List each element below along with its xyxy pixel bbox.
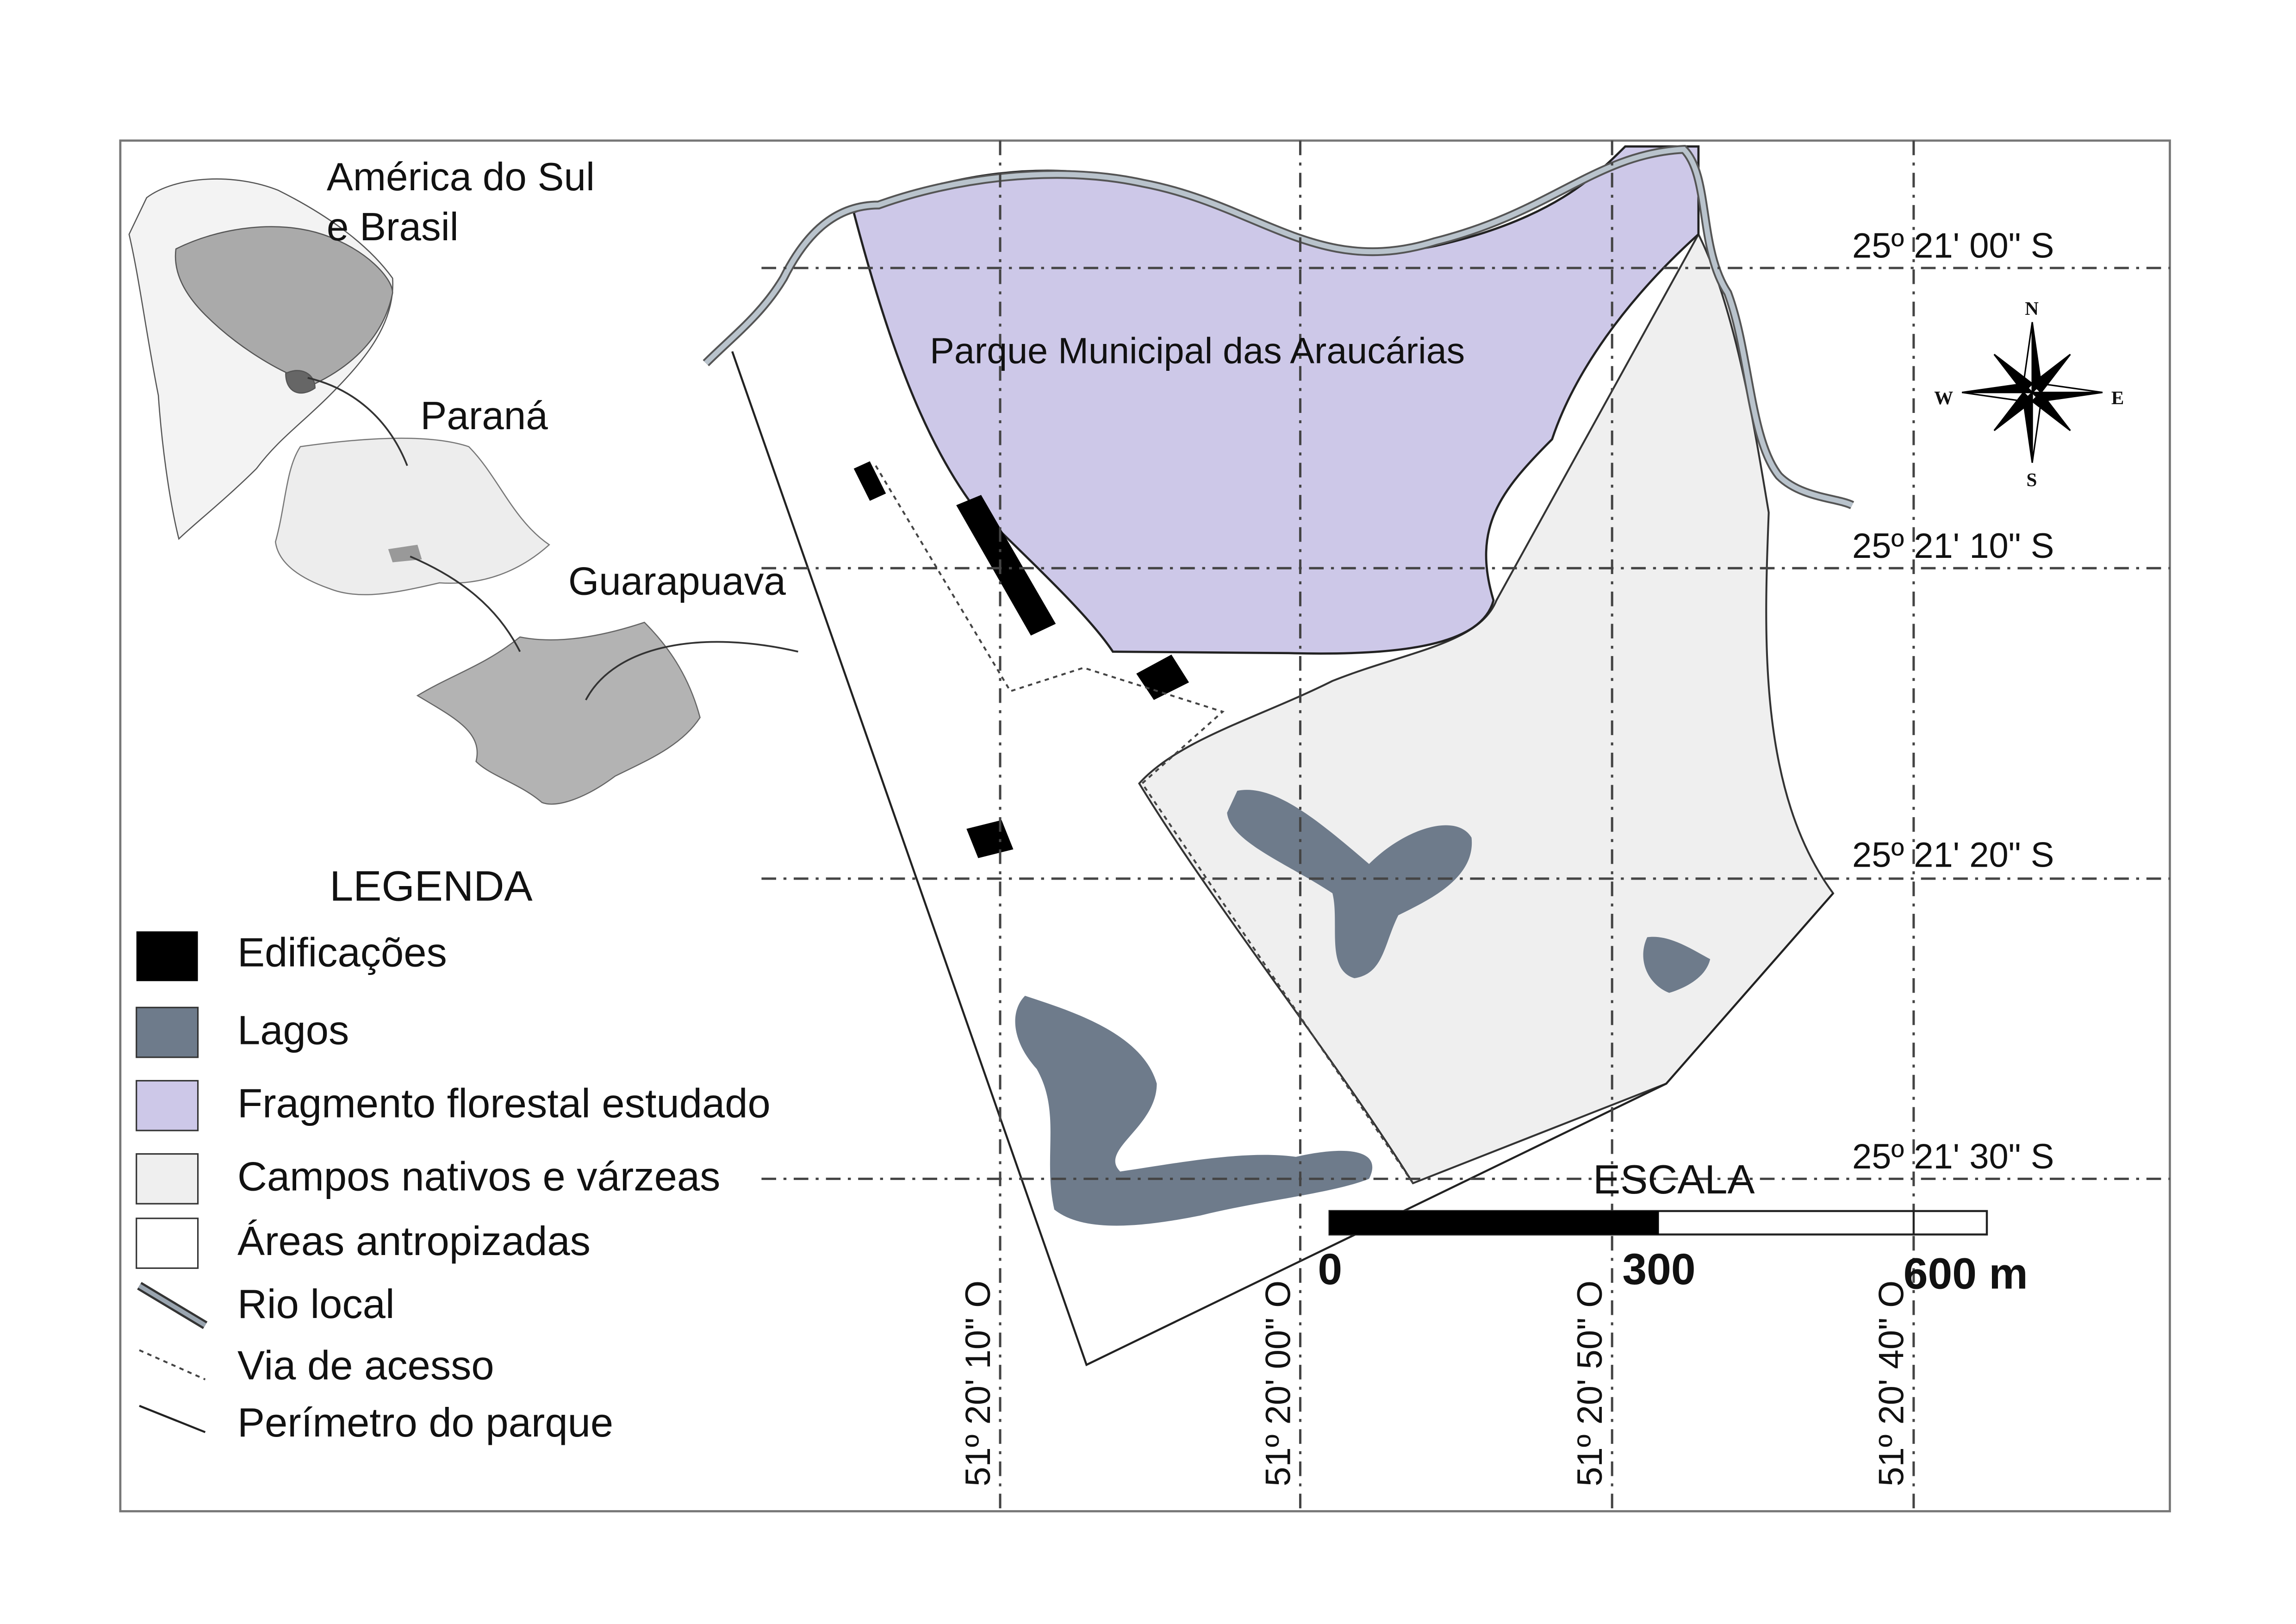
svg-text:Lagos: Lagos bbox=[237, 1007, 349, 1053]
legend-item-perimetro: Perímetro do parque bbox=[139, 1399, 613, 1445]
svg-text:Via de acesso: Via de acesso bbox=[237, 1343, 494, 1388]
longitude-label: 51º 20' 10" O bbox=[958, 1280, 998, 1487]
inset-label: América do Sul bbox=[327, 155, 595, 199]
inset-label: Paraná bbox=[420, 394, 548, 438]
svg-text:Campos nativos e várzeas: Campos nativos e várzeas bbox=[237, 1154, 720, 1199]
legend: LEGENDA Edificações Lagos Fragmento flor… bbox=[136, 862, 771, 1445]
longitude-label: 51º 20' 00" O bbox=[1258, 1280, 1298, 1487]
svg-text:W: W bbox=[1934, 387, 1953, 408]
inset-arrows bbox=[307, 377, 798, 700]
inset-label: e Brasil bbox=[327, 205, 459, 249]
svg-text:N: N bbox=[2025, 298, 2039, 319]
compass-rose-icon: N S W E bbox=[1934, 298, 2124, 490]
svg-text:Perímetro do parque: Perímetro do parque bbox=[237, 1399, 613, 1445]
svg-text:600 m: 600 m bbox=[1904, 1249, 2028, 1299]
svg-text:S: S bbox=[2026, 469, 2037, 490]
svg-text:Rio local: Rio local bbox=[237, 1281, 395, 1327]
latitude-label: 25º 21' 10" S bbox=[1852, 526, 2054, 566]
svg-text:Fragmento florestal estudado: Fragmento florestal estudado bbox=[237, 1081, 771, 1126]
inset-label: Guarapuava bbox=[568, 559, 786, 603]
park-name-label: Parque Municipal das Araucárias bbox=[930, 330, 1465, 371]
buildings bbox=[853, 461, 1189, 858]
svg-text:0: 0 bbox=[1318, 1245, 1342, 1294]
svg-text:ESCALA: ESCALA bbox=[1593, 1156, 1755, 1202]
legend-item-fragmento: Fragmento florestal estudado bbox=[136, 1080, 771, 1131]
legend-item-via: Via de acesso bbox=[139, 1343, 494, 1388]
lakes bbox=[1015, 790, 1711, 1226]
longitude-label: 51º 20' 50" O bbox=[1570, 1280, 1610, 1487]
legend-title: LEGENDA bbox=[330, 862, 532, 910]
latitude-label: 25º 21' 20" S bbox=[1852, 836, 2054, 875]
svg-text:300: 300 bbox=[1622, 1245, 1695, 1294]
legend-item-edificacoes: Edificações bbox=[136, 930, 447, 981]
legend-item-rio: Rio local bbox=[137, 1281, 395, 1329]
legend-item-areas: Áreas antropizadas bbox=[136, 1218, 591, 1269]
svg-text:E: E bbox=[2111, 387, 2124, 408]
inset-parana bbox=[274, 437, 550, 595]
legend-item-campos: Campos nativos e várzeas bbox=[136, 1153, 720, 1205]
svg-text:Edificações: Edificações bbox=[237, 930, 447, 975]
inset-south-america bbox=[128, 178, 393, 540]
legend-item-lagos: Lagos bbox=[136, 1006, 349, 1058]
latitude-label: 25º 21' 00" S bbox=[1852, 226, 2054, 266]
latitude-label: 25º 21' 30" S bbox=[1852, 1137, 2054, 1176]
longitude-label: 51º 20' 40" O bbox=[1872, 1280, 1911, 1487]
inset-guarapuava bbox=[416, 621, 701, 805]
svg-text:Áreas antropizadas: Áreas antropizadas bbox=[237, 1218, 591, 1264]
scale-bar: ESCALA 0 300 600 m bbox=[1318, 1156, 2028, 1299]
